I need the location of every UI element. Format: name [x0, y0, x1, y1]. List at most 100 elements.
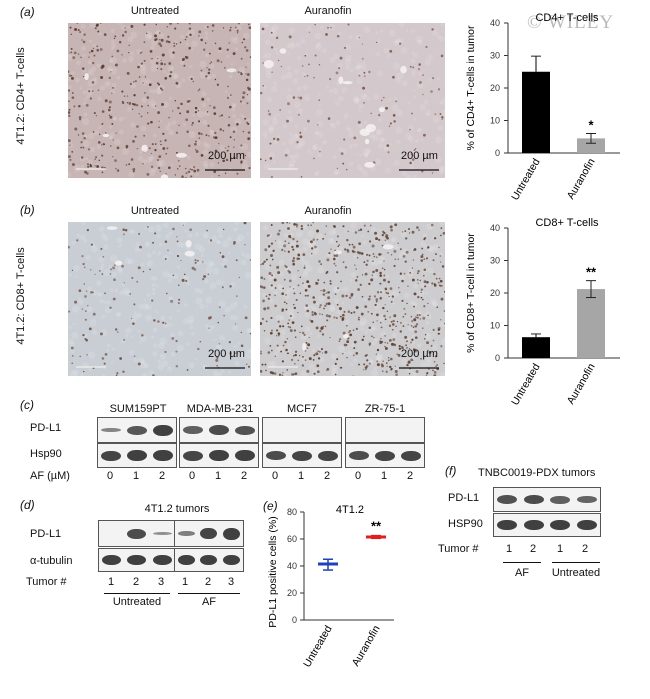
blot-band	[183, 426, 203, 434]
chart-title: CD4+ T-cells	[535, 12, 599, 24]
tumor-f-4: 2	[581, 543, 589, 555]
panel-a-row-label: 4T1.2: CD4+ T-cells	[15, 47, 27, 145]
blot-band	[101, 451, 121, 461]
blot-d-tubulin-untreated	[98, 548, 176, 572]
blot-d-pdl1-untreated	[98, 520, 176, 547]
blot-band	[235, 426, 255, 435]
panel-c-letter: (c)	[20, 398, 34, 412]
panel-c-row-pdl1: PD-L1	[30, 422, 62, 434]
panel-d-title: 4T1.2 tumors	[144, 503, 210, 515]
micrograph-cd8-untreated	[68, 222, 251, 376]
y-tick-label: 20	[490, 83, 500, 93]
panel-d-row-tubulin: α-tubulin	[30, 555, 73, 567]
chart-cd8: CD8+ T-cells 0 10 20 30 40 % of CD8+ T-cell in…	[465, 217, 620, 407]
panel-d-af-line	[178, 593, 240, 594]
panel-f-tumor-label: Tumor #	[438, 543, 479, 555]
blot-band	[178, 555, 195, 565]
panel-f-title: TNBC0019-PDX tumors	[478, 467, 596, 479]
blot-band	[292, 451, 312, 461]
significance-mark: *	[588, 118, 594, 133]
y-tick-label: 30	[490, 51, 500, 61]
blot-band	[318, 451, 338, 461]
blot-d-tubulin-af	[174, 548, 244, 572]
panel-b-col-auranofin: Auranofin	[304, 205, 352, 217]
tumor-d-4: 1	[181, 576, 189, 588]
panel-f-row-pdl1: PD-L1	[448, 492, 480, 504]
category-label: Auranofin	[565, 156, 598, 201]
panel-d-row-pdl1: PD-L1	[30, 528, 62, 540]
chart-pdl1-positive: 4T1.2 0 20 40 60 80 PD-L1 positive cells (%) Un…	[267, 504, 394, 669]
y-tick-label: 10	[490, 321, 500, 331]
blot-band	[375, 451, 395, 461]
blot-band	[349, 451, 369, 460]
panel-f-group-af: AF	[514, 567, 530, 579]
blot-band	[183, 451, 203, 461]
chart-title: CD8+ T-cells	[535, 217, 599, 229]
tumor-d-5: 2	[204, 576, 212, 588]
blot-band	[153, 425, 173, 436]
blot-band	[102, 555, 121, 565]
panel-f-untreated-line	[552, 562, 600, 563]
micrograph-cd4-auranofin	[260, 23, 445, 178]
significance-mark: **	[586, 265, 597, 280]
y-tick-label: 0	[292, 615, 297, 625]
y-axis-label: % of CD8+ T-cell in tumor	[465, 233, 477, 353]
y-tick-label: 60	[287, 534, 297, 544]
cell-line-4: ZR-75-1	[364, 403, 406, 415]
bar	[522, 71, 550, 153]
category-label: Auranofin	[350, 623, 383, 668]
tumor-f-3: 1	[556, 543, 564, 555]
panel-f-af-line	[503, 562, 541, 563]
blot-band	[550, 520, 570, 530]
scale-label-b1: 200 µm	[208, 348, 245, 360]
category-label: Untreated	[509, 361, 543, 407]
blot-band	[266, 451, 286, 460]
blot-band	[127, 529, 146, 539]
panel-a-col-auranofin: Auranofin	[304, 5, 352, 17]
blot-band	[401, 451, 421, 461]
y-tick-label: 40	[490, 223, 500, 233]
blot-band	[223, 555, 240, 565]
panel-f-letter: (f)	[445, 464, 457, 478]
panel-b-letter: (b)	[20, 203, 35, 217]
dose-label-9: 2	[323, 470, 331, 482]
blot-band	[524, 495, 544, 504]
blot-band	[101, 428, 121, 432]
y-tick-label: 20	[490, 288, 500, 298]
category-label: Untreated	[301, 623, 335, 669]
panel-d-untreated-line	[104, 593, 170, 594]
panel-a-col-untreated: Untreated	[130, 5, 180, 17]
blot-band	[200, 555, 217, 565]
blot-band	[178, 531, 195, 536]
blot-d-pdl1-af	[174, 520, 244, 547]
y-tick-label: 30	[490, 256, 500, 266]
tumor-f-1: 1	[505, 543, 513, 555]
panel-d-letter: (d)	[20, 498, 35, 512]
chart-title: 4T1.2	[336, 504, 364, 516]
blot-hsp90-1	[97, 443, 177, 468]
blot-band	[209, 450, 229, 461]
panel-d-group-untreated: Untreated	[112, 596, 162, 608]
y-tick-label: 40	[490, 18, 500, 28]
scale-label-a2: 200 µm	[401, 150, 438, 162]
tumor-f-2: 2	[529, 543, 537, 555]
blot-band	[577, 496, 597, 503]
dose-label-6: 2	[240, 470, 248, 482]
dose-label-5: 1	[214, 470, 222, 482]
y-tick-label: 80	[287, 507, 297, 517]
y-axis-label: PD-L1 positive cells (%)	[267, 516, 279, 627]
tumor-d-6: 3	[227, 576, 235, 588]
blot-pdl1-2	[179, 417, 259, 443]
dose-label-1: 0	[106, 470, 114, 482]
blot-band	[209, 425, 229, 435]
panel-a-letter: (a)	[20, 5, 35, 19]
y-tick-label: 40	[287, 561, 297, 571]
panel-c-af-label: AF (µM)	[30, 470, 70, 482]
panel-f-group-untreated: Untreated	[551, 567, 601, 579]
blot-band	[127, 450, 147, 461]
blot-band	[153, 555, 172, 565]
bar	[522, 337, 550, 358]
bar	[577, 289, 605, 358]
panel-d-tumor-label: Tumor #	[26, 576, 67, 588]
category-label: Untreated	[509, 156, 543, 202]
